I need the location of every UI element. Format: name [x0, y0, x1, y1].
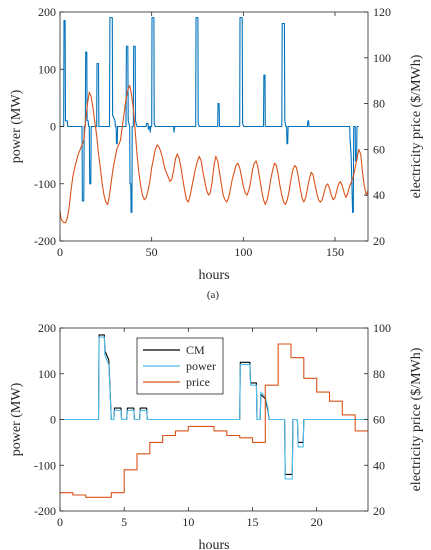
- panel-a: 0 50 100 150 -200 -100 0 100 200 20 40 60 80 100 120 h…: [9, 5, 424, 301]
- b-ytick-left-label: -200: [34, 504, 56, 518]
- b-legend-label-power: power: [186, 359, 216, 373]
- a-series-price-line: [59, 84, 369, 224]
- a-ytick-right-label: 100: [373, 51, 391, 65]
- b-ytick-left-label: 100: [38, 367, 56, 381]
- b-ytick-left-label: 200: [38, 321, 56, 335]
- a-ticks: 0 50 100 150 -200 -100 0 100 200 20 40 60 80 100 120: [34, 5, 391, 259]
- a-ylabel-left: power (MW): [9, 89, 24, 163]
- a-ytick-right-label: 120: [373, 5, 391, 19]
- b-legend-label-cm: CM: [186, 343, 205, 357]
- a-ytick-right-label: 40: [373, 188, 385, 202]
- b-xtick-label: 15: [247, 515, 259, 529]
- b-legend-label-price: price: [186, 375, 210, 389]
- a-ytick-left-label: 0: [50, 120, 56, 134]
- b-xtick-label: 20: [311, 515, 323, 529]
- a-series-power-line: [60, 17, 359, 213]
- a-plot-area: [59, 17, 369, 224]
- a-ytick-right-label: 20: [373, 234, 385, 248]
- b-ytick-right-label: 80: [373, 367, 385, 381]
- a-ytick-left-label: -100: [34, 177, 56, 191]
- b-ytick-right-label: 60: [373, 413, 385, 427]
- b-ticks: 0 5 10 15 20 -200 -100 0 100 200 20 40 60 80 100: [34, 321, 391, 529]
- a-xtick-label: 100: [234, 245, 252, 259]
- a-caption: (a): [207, 289, 220, 301]
- b-ytick-right-label: 20: [373, 504, 385, 518]
- a-ylabel-right: electricity price ($/MWh): [409, 54, 424, 198]
- b-ytick-left-label: 0: [50, 413, 56, 427]
- a-xtick-label: 0: [57, 245, 63, 259]
- b-xlabel: hours: [198, 538, 229, 550]
- a-ytick-left-label: 200: [38, 5, 56, 19]
- b-xtick-label: 10: [182, 515, 194, 529]
- b-series-power-line: [60, 336, 368, 480]
- b-legend: CM power price: [136, 337, 224, 395]
- a-xtick-label: 50: [146, 245, 158, 259]
- b-ylabel-right: electricity price ($/MWh): [409, 347, 424, 491]
- b-series-price-line: [60, 343, 368, 498]
- b-ytick-right-label: 40: [373, 458, 385, 472]
- panel-b: 0 5 10 15 20 -200 -100 0 100 200 20 40 60 80 100 hours…: [9, 321, 424, 550]
- b-plot-area: [60, 334, 368, 498]
- b-ytick-left-label: -100: [34, 458, 56, 472]
- a-ytick-right-label: 80: [373, 97, 385, 111]
- a-ytick-left-label: -200: [34, 234, 56, 248]
- b-ylabel-left: power (MW): [9, 382, 24, 456]
- a-xtick-label: 150: [326, 245, 344, 259]
- a-xlabel: hours: [198, 268, 229, 283]
- b-xtick-label: 5: [121, 515, 127, 529]
- a-ytick-right-label: 60: [373, 142, 385, 156]
- a-ytick-left-label: 100: [38, 62, 56, 76]
- b-xtick-label: 0: [57, 515, 63, 529]
- b-ytick-right-label: 100: [373, 321, 391, 335]
